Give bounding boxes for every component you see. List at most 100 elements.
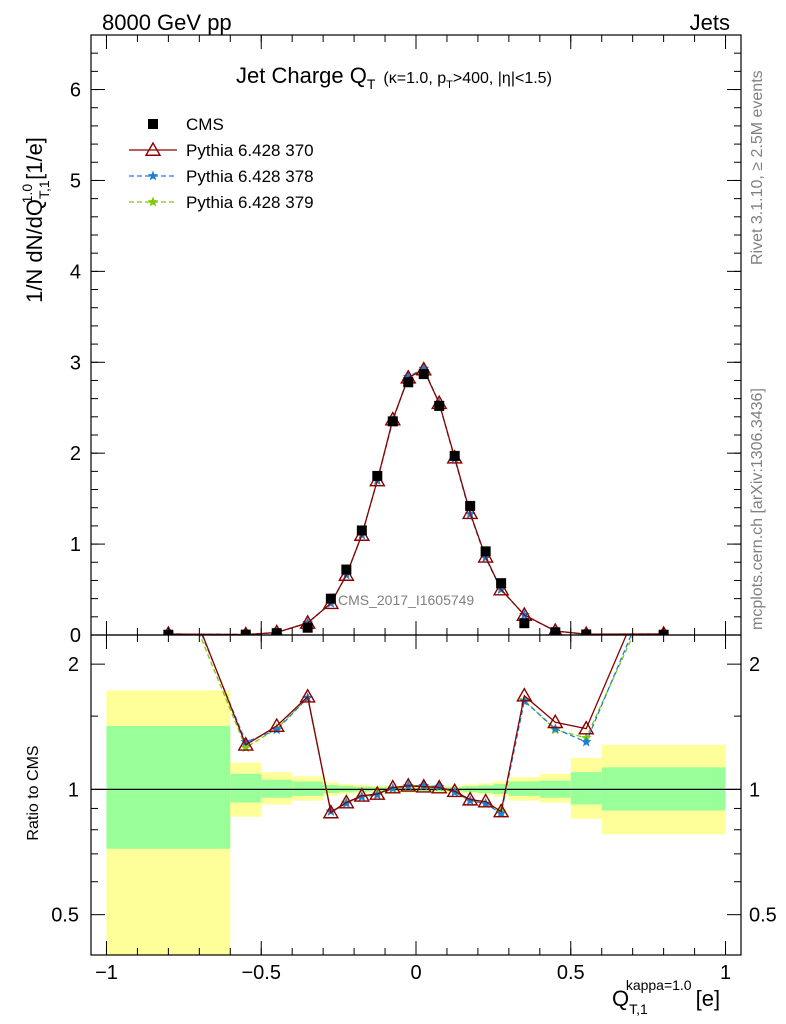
ratio-point-pythia-6-428-370	[384, 779, 401, 794]
ratio-point-pythia-6-428-370	[353, 787, 371, 802]
ratio-band-green	[106, 726, 231, 849]
main-point-cms	[372, 470, 383, 481]
legend-marker-pythia-6-428-379	[147, 196, 159, 207]
legend-label-pythia-6-428-378: Pythia 6.428 378	[186, 167, 314, 186]
x-tick-label: 1	[720, 962, 731, 984]
legend-marker-pythia-6-428-378	[147, 170, 159, 181]
ratio-point-pythia-6-428-378	[240, 736, 251, 747]
ratio-point-pythia-6-428-378	[434, 781, 445, 792]
ratio-point-pythia-6-428-378	[658, 552, 668, 562]
main-point-cms	[356, 525, 367, 536]
ratio-point-pythia-6-428-379	[240, 742, 251, 753]
main-y-tick-label: 3	[70, 352, 81, 374]
side-text-top: Rivet 3.1.10, ≥ 2.5M events	[749, 70, 766, 265]
watermark: CMS_2017_I1605749	[338, 592, 474, 608]
main-point-cms	[271, 628, 282, 635]
ratio-point-pythia-6-428-378	[418, 780, 429, 791]
main-point-cms	[449, 450, 460, 461]
ratio-line-pythia-6-428-370	[201, 635, 628, 814]
ratio-y-tick-label-left: 0.5	[51, 905, 79, 927]
main-point-pythia-6-428-370	[461, 504, 479, 520]
ratio-point-pythia-6-428-370	[477, 793, 494, 808]
x-tick-label: 0.5	[557, 962, 585, 984]
main-y-tick-label: 0	[70, 625, 81, 647]
main-point-cms	[465, 500, 476, 511]
main-y-tick-label: 5	[70, 170, 81, 192]
x-tick-label: 0	[410, 962, 421, 984]
ratio-y-tick-label-left: 1	[68, 779, 79, 801]
ratio-point-pythia-6-428-378	[495, 808, 507, 818]
x-tick-label: −1	[95, 962, 118, 984]
ratio-y-axis-label: Ratio to CMS	[25, 745, 42, 840]
ratio-y-tick-label-left: 2	[68, 654, 79, 676]
main-panel: 0 1 2 3 4 5 6	[70, 34, 742, 647]
ratio-point-pythia-6-428-370	[547, 713, 564, 729]
header-left: 8000 GeV pp	[102, 10, 232, 35]
ratio-point-pythia-6-428-370	[516, 687, 533, 702]
legend: CMS Pythia 6.428 370 Pythia 6.428 378 Pythi…	[129, 115, 314, 212]
ratio-y-tick-label-right: 2	[749, 654, 760, 676]
side-text-bottom: mcplots.cern.ch [arXiv:1306.3436]	[749, 388, 766, 630]
ratio-point-pythia-6-428-378	[480, 798, 491, 808]
ratio-point-pythia-6-428-370	[161, 541, 175, 553]
ratio-point-pythia-6-428-370	[657, 541, 671, 553]
main-y-tick-label: 6	[70, 80, 81, 102]
main-point-pythia-6-428-378	[418, 363, 429, 374]
ratio-point-pythia-6-428-370	[369, 785, 386, 800]
ratio-point-pythia-6-428-370	[237, 736, 254, 751]
main-y-tick-label: 2	[70, 443, 81, 465]
main-point-cms	[480, 546, 491, 557]
main-line-pythia-6-428-370	[168, 368, 664, 635]
main-point-pythia-6-428-370	[492, 581, 510, 596]
ratio-point-pythia-6-428-370	[268, 717, 285, 732]
ratio-point-pythia-6-428-379	[163, 552, 173, 562]
main-point-cms	[418, 369, 429, 380]
ratio-point-pythia-6-428-370	[492, 803, 510, 818]
legend-label-pythia-6-428-379: Pythia 6.428 379	[186, 193, 314, 212]
ratio-point-pythia-6-428-370	[446, 782, 463, 798]
main-point-cms	[550, 627, 561, 635]
ratio-point-pythia-6-428-379	[658, 563, 668, 573]
main-point-cms	[325, 593, 336, 604]
main-point-cms	[387, 416, 398, 427]
main-series-group	[162, 361, 670, 635]
legend-label-pythia-6-428-370: Pythia 6.428 370	[186, 141, 314, 160]
ratio-point-pythia-6-428-370	[461, 791, 479, 806]
ratio-point-pythia-6-428-370	[400, 777, 417, 792]
ratio-point-pythia-6-428-370	[338, 794, 355, 809]
ratio-panel: −1 −0.5 0 0.5 1 0.5 0.5 1 1 2 2	[51, 541, 777, 984]
main-point-cms	[240, 629, 251, 635]
main-point-cms	[496, 578, 507, 589]
main-point-cms	[341, 564, 352, 575]
ratio-band-green	[292, 781, 324, 796]
ratio-point-pythia-6-428-370	[431, 779, 448, 794]
ratio-series-group	[161, 541, 671, 819]
legend-marker-cms	[148, 119, 158, 129]
ratio-point-pythia-6-428-370	[299, 688, 316, 703]
main-point-cms	[403, 377, 414, 388]
ratio-point-pythia-6-428-370	[415, 778, 432, 793]
ratio-point-pythia-6-428-370	[322, 804, 340, 819]
main-y-tick-label: 4	[70, 261, 81, 283]
main-point-cms	[302, 622, 313, 633]
ratio-bands	[106, 690, 726, 955]
ratio-y-tick-label-right: 0.5	[749, 905, 777, 927]
x-axis-label: QT,1kappa=1.0[e]	[612, 977, 720, 1017]
main-point-pythia-6-428-378	[403, 371, 414, 382]
main-point-cms	[581, 629, 592, 635]
ratio-point-pythia-6-428-378	[581, 736, 592, 747]
ratio-band-green	[261, 779, 293, 798]
header-right: Jets	[690, 10, 730, 35]
legend-label-cms: CMS	[186, 115, 224, 134]
chart-title: Jet Charge QT (κ=1.0, pT>400, |η|<1.5)	[236, 63, 552, 92]
ratio-y-tick-label-right: 1	[749, 779, 760, 801]
ratio-band-green	[570, 772, 602, 805]
main-point-cms	[519, 618, 530, 629]
main-y-tick-label: 1	[70, 534, 81, 556]
ratio-point-pythia-6-428-378	[271, 724, 282, 735]
ratio-band-green	[508, 781, 540, 796]
ratio-band-green	[230, 773, 262, 803]
legend-marker-pythia-6-428-370	[144, 141, 162, 156]
ratio-point-pythia-6-428-370	[578, 720, 595, 735]
ratio-point-pythia-6-428-378	[163, 548, 173, 558]
